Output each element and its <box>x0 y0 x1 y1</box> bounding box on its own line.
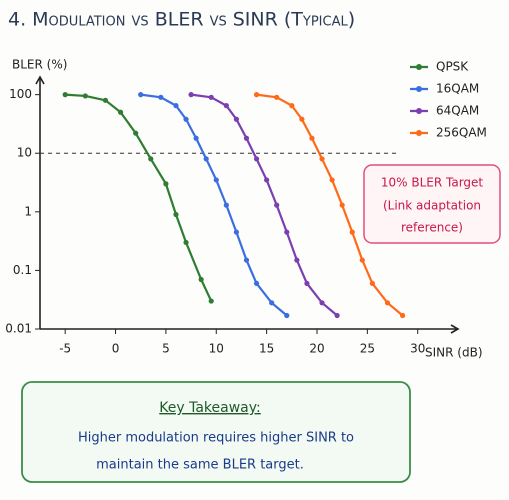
takeaway-text: maintain the same BLER target. <box>96 458 304 473</box>
data-point <box>329 177 335 183</box>
data-point <box>309 135 315 141</box>
data-point <box>208 94 214 100</box>
annotation-box <box>363 164 501 244</box>
data-point <box>223 102 229 109</box>
data-point <box>133 130 139 136</box>
x-tick-label: -5 <box>59 342 71 356</box>
x-tick-label: 25 <box>360 342 375 356</box>
data-point <box>319 156 325 162</box>
data-point <box>384 300 391 306</box>
data-point <box>158 94 164 100</box>
legend-marker <box>416 130 422 136</box>
data-point <box>253 92 260 98</box>
data-point <box>183 239 189 246</box>
data-point <box>274 202 280 208</box>
series-line <box>140 93 288 317</box>
x-tick-label: 20 <box>309 342 324 356</box>
data-point <box>198 276 204 283</box>
data-point <box>208 298 214 304</box>
y-tick-label: 0.01 <box>5 322 32 336</box>
data-point <box>243 135 250 141</box>
y-tick-label: 0.1 <box>13 263 32 277</box>
y-tick-label: 10 <box>17 146 32 160</box>
data-point <box>223 202 229 208</box>
data-point <box>138 92 144 98</box>
data-point <box>243 257 250 263</box>
data-point <box>304 280 310 287</box>
y-tick-label: 1 <box>24 204 32 218</box>
data-point <box>102 97 109 103</box>
data-point <box>289 102 295 109</box>
x-tick-label: 5 <box>162 342 170 356</box>
data-point <box>188 92 194 98</box>
data-point <box>359 257 365 263</box>
annotation: (Link adaptation <box>383 199 481 213</box>
series-line <box>190 93 338 317</box>
data-point <box>62 92 68 98</box>
takeaway-box <box>21 381 411 483</box>
chart-title: 4. Modulation vs BLER vs SINR (Typical) <box>8 9 355 31</box>
x-tick-label: 0 <box>112 342 120 356</box>
data-point <box>264 177 270 183</box>
y-axis-arrow <box>35 75 45 85</box>
data-point <box>233 229 240 235</box>
x-tick-label: 10 <box>209 342 224 356</box>
annotation: 10% BLER Target <box>381 176 484 190</box>
data-point <box>269 300 275 306</box>
data-point <box>400 312 406 319</box>
x-tick-label: 30 <box>410 342 425 356</box>
data-point <box>284 229 290 235</box>
data-point <box>334 312 340 319</box>
data-point <box>183 116 189 122</box>
data-point <box>173 211 179 218</box>
legend-marker <box>416 86 422 92</box>
data-point <box>213 177 219 183</box>
data-point <box>148 156 154 162</box>
data-point <box>82 93 88 99</box>
legend-marker <box>416 108 422 114</box>
data-point <box>299 116 305 122</box>
data-point <box>349 229 355 235</box>
annotation: reference) <box>401 221 463 235</box>
data-point <box>274 94 280 100</box>
legend-label: 64QAM <box>436 104 479 118</box>
x-tick-label: 15 <box>259 342 274 356</box>
data-point <box>117 109 124 115</box>
data-point <box>203 156 209 162</box>
data-point <box>369 280 375 287</box>
y-tick-label: 100 <box>9 87 32 101</box>
legend-label: 16QAM <box>436 82 479 96</box>
takeaway-text: Higher modulation requires higher SINR t… <box>78 431 354 446</box>
y-axis-label: BLER (%) <box>12 58 67 72</box>
data-point <box>284 312 290 319</box>
data-point <box>173 102 179 109</box>
data-point <box>193 135 199 141</box>
data-point <box>319 300 325 306</box>
legend-label: 256QAM <box>436 126 487 140</box>
legend-label: QPSK <box>436 60 469 74</box>
data-point <box>163 181 169 187</box>
data-point <box>339 202 345 208</box>
data-point <box>233 116 240 122</box>
x-axis-label: SINR (dB) <box>425 346 483 360</box>
data-point <box>294 257 300 263</box>
legend-marker <box>416 64 422 70</box>
takeaway-heading: Key Takeaway: <box>159 400 260 416</box>
data-point <box>253 156 260 162</box>
x-axis-arrow <box>450 324 460 334</box>
data-point <box>253 280 260 287</box>
